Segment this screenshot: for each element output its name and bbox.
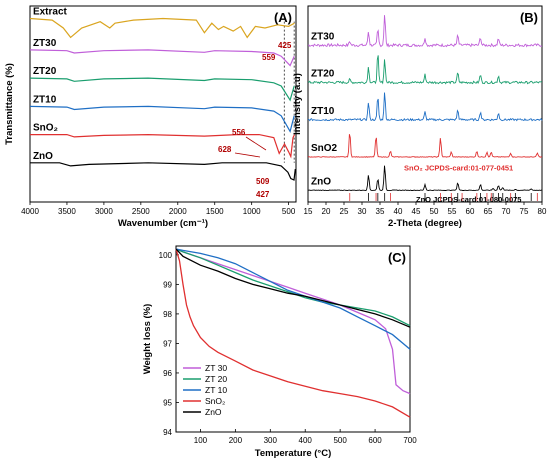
panel-b-series-zt20 bbox=[307, 55, 543, 85]
panel-b-xtick-label: 55 bbox=[448, 207, 457, 216]
panel-c-legend-label: ZT 30 bbox=[205, 363, 227, 373]
panel-a-series-zt30 bbox=[29, 49, 295, 67]
panel-a-label: (A) bbox=[274, 10, 292, 25]
panel-b-xtick-label: 75 bbox=[520, 207, 529, 216]
panel-c-ytick-label: 96 bbox=[163, 369, 172, 378]
panel-a-annotation: 628 bbox=[218, 145, 232, 154]
panel-c-xtick-label: 400 bbox=[299, 436, 313, 445]
panel-a-annotation: 427 bbox=[256, 190, 270, 199]
panel-b-xtick-label: 65 bbox=[484, 207, 493, 216]
panel-c-series-zt-30 bbox=[175, 248, 411, 395]
panel-a-xlabel: Wavenumber (cm⁻¹) bbox=[118, 218, 208, 229]
panel-c-ytick-label: 98 bbox=[163, 310, 172, 319]
panel-b-xlabel: 2-Theta (degree) bbox=[388, 218, 462, 229]
panel-a-xtick-label: 1500 bbox=[206, 207, 224, 216]
panel-c-xtick-label: 500 bbox=[333, 436, 347, 445]
panel-a-ylabel: Transmittance (%) bbox=[4, 63, 15, 145]
panel-a-series-sno bbox=[30, 133, 296, 159]
panel-b-series-zt10 bbox=[307, 92, 543, 122]
panel-c-xtick-label: 100 bbox=[194, 436, 208, 445]
panel-a-annotation: 559 bbox=[262, 53, 276, 62]
panel-a-annotation: 556 bbox=[232, 128, 246, 137]
panel-a-series-zno bbox=[30, 162, 296, 181]
panel-c-tga: 100 200 300 400 500 600 700 94 95 96 97 98 99 100 Temp… bbox=[142, 245, 417, 459]
panel-c-xtick-label: 600 bbox=[368, 436, 382, 445]
panel-c-ylabel: Weight loss (%) bbox=[142, 304, 153, 375]
panel-b-label: (B) bbox=[520, 10, 538, 25]
panel-c-ytick-label: 100 bbox=[159, 251, 173, 260]
panel-b-series-zt30 bbox=[307, 15, 543, 48]
panel-b-ref-label-sno2: SnO₂ JCPDS-card:01-077-0451 bbox=[404, 164, 513, 173]
panel-a-series-label: ZT20 bbox=[33, 66, 57, 77]
panel-c-xtick-label: 700 bbox=[403, 436, 417, 445]
panel-b-xtick-label: 80 bbox=[538, 207, 547, 216]
panel-b-series-label: ZT10 bbox=[311, 106, 335, 117]
panel-a-xtick-label: 1000 bbox=[243, 207, 261, 216]
panel-b-xtick-label: 15 bbox=[304, 207, 313, 216]
panel-c-ytick-label: 99 bbox=[163, 280, 172, 289]
panel-b-xtick-label: 35 bbox=[376, 207, 385, 216]
panel-a-series-label: ZT30 bbox=[33, 38, 57, 49]
panel-b-xtick-label: 20 bbox=[322, 207, 331, 216]
panel-c-xtick-label: 200 bbox=[229, 436, 243, 445]
panel-b-series-zno bbox=[307, 165, 543, 191]
panel-c-frame bbox=[175, 245, 411, 433]
panel-c-legend-label: ZT 10 bbox=[205, 385, 227, 395]
panel-c-series-sno bbox=[175, 248, 411, 418]
panel-c-series-zno bbox=[175, 248, 411, 328]
panel-a-series-label: SnO₂ bbox=[33, 123, 58, 134]
panel-c-series-zt-10 bbox=[175, 248, 411, 350]
panel-c-ytick-label: 95 bbox=[163, 398, 172, 407]
panel-a-xtick-label: 4000 bbox=[21, 207, 39, 216]
panel-b-series-sno2 bbox=[307, 134, 543, 158]
panel-c-ytick-label: 97 bbox=[163, 339, 172, 348]
panel-a-annotation: 425 bbox=[278, 41, 292, 50]
panel-a-xtick-label: 2500 bbox=[132, 207, 150, 216]
panel-b-xtick-label: 45 bbox=[412, 207, 421, 216]
panel-a-arrow bbox=[234, 152, 261, 158]
panel-b-series-label: ZT30 bbox=[311, 31, 335, 42]
panel-c-series-zt-20 bbox=[175, 248, 411, 327]
panel-b-ylabel: Intensity (a.u) bbox=[292, 73, 303, 135]
panel-b-series-label: SnO2 bbox=[311, 143, 338, 154]
panel-a-series-extract bbox=[29, 17, 295, 39]
panel-a-series-label: ZnO bbox=[33, 151, 53, 162]
panel-c-ytick-label: 94 bbox=[163, 428, 172, 437]
panel-b-ref-label-zno: ZnO JCPDS-card:01-080-0075 bbox=[416, 195, 521, 204]
panel-b-xrd: 15 20 25 30 35 40 45 50 55 60 65 70 75 80 2-Theta (deg… bbox=[292, 5, 547, 229]
panel-c-xlabel: Temperature (°C) bbox=[255, 448, 331, 459]
panel-a-xtick-label: 3000 bbox=[95, 207, 113, 216]
panel-a-arrow bbox=[245, 136, 267, 151]
panel-b-xtick-label: 40 bbox=[394, 207, 403, 216]
panel-b-xtick-label: 70 bbox=[502, 207, 511, 216]
panel-c-legend-label: ZnO bbox=[205, 407, 222, 417]
panel-b-xtick-label: 30 bbox=[358, 207, 367, 216]
panel-b-series-label: ZT20 bbox=[311, 69, 335, 80]
panel-c-legend-label: SnO₂ bbox=[205, 396, 225, 406]
panel-b-frame bbox=[307, 5, 543, 203]
panel-a-frame bbox=[29, 5, 297, 203]
panel-a-series-label: ZT10 bbox=[33, 94, 57, 105]
panel-a-xtick-label: 2000 bbox=[169, 207, 187, 216]
panel-a-xtick-label: 3500 bbox=[58, 207, 76, 216]
panel-c-label: (C) bbox=[388, 250, 406, 265]
panel-a-ftir: 4000 3500 3000 2500 2000 1500 1000 500 Wavenumbe… bbox=[4, 5, 297, 229]
panel-a-xtick-label: 500 bbox=[282, 207, 296, 216]
panel-c-xtick-label: 300 bbox=[264, 436, 278, 445]
panel-c-legend-label: ZT 20 bbox=[205, 374, 227, 384]
panel-a-annotation: 509 bbox=[256, 177, 270, 186]
panel-a-series-zt10 bbox=[29, 105, 295, 133]
panel-b-xtick-label: 60 bbox=[466, 207, 475, 216]
panel-b-series-label: ZnO bbox=[311, 176, 331, 187]
panel-a-series-label: Extract bbox=[33, 7, 68, 18]
panel-b-xtick-label: 25 bbox=[340, 207, 349, 216]
panel-a-series-zt20 bbox=[29, 77, 295, 102]
panel-b-xtick-label: 50 bbox=[430, 207, 439, 216]
